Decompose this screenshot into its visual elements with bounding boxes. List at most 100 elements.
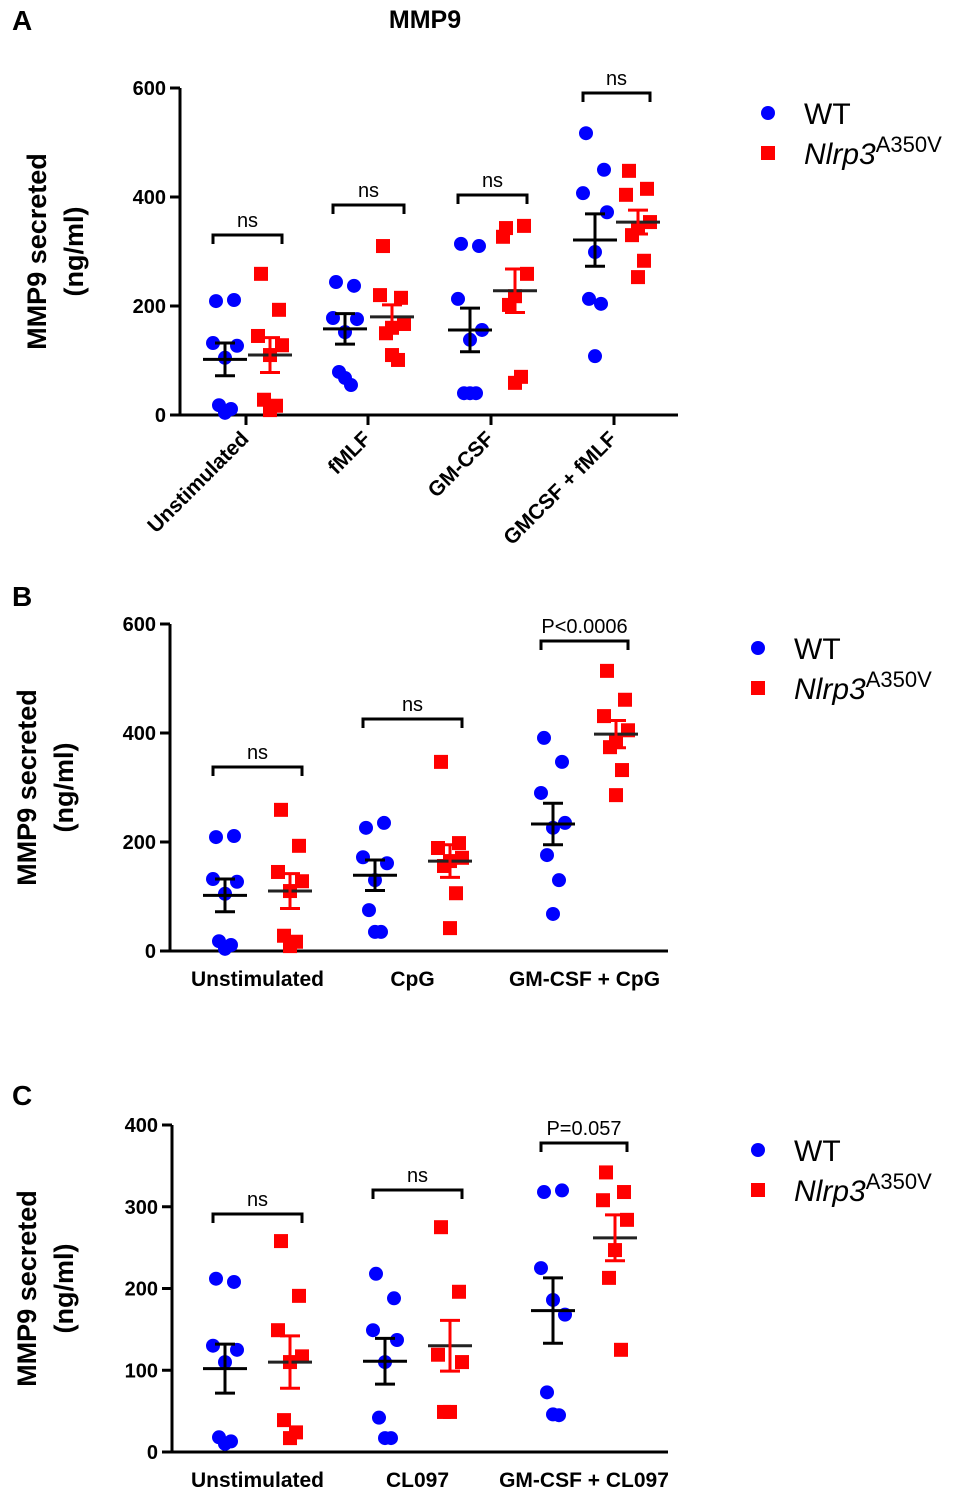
x-tick-label: Unstimulated: [143, 427, 253, 537]
data-point-wt: [206, 336, 220, 351]
data-point-wt: [230, 1342, 244, 1357]
legend-nlrp3-label: Nlrp3A350V: [794, 1169, 932, 1208]
y-tick-label: 0: [155, 405, 166, 427]
legend-nlrp3-label: Nlrp3A350V: [794, 667, 932, 706]
x-tick-label: fMLF: [324, 427, 376, 479]
significance-bracket: [211, 765, 304, 776]
legend-nlrp3-marker: [761, 146, 775, 160]
significance-bracket: [581, 91, 652, 102]
significance-label: ns: [402, 694, 423, 716]
legend-wt-marker: [761, 106, 775, 120]
data-point-wt: [588, 349, 602, 364]
data-point-nlrp3: [394, 290, 408, 305]
data-point-nlrp3: [496, 229, 510, 244]
legend-nlrp3-label: Nlrp3A350V: [804, 132, 942, 171]
data-point-nlrp3: [452, 1284, 466, 1299]
legend-allele-superscript: A350V: [876, 132, 942, 157]
data-point-wt: [380, 856, 394, 871]
data-point-wt: [368, 924, 382, 939]
data-point-nlrp3: [434, 1220, 448, 1235]
data-point-nlrp3: [619, 187, 633, 202]
data-point-nlrp3: [292, 838, 306, 853]
data-point-nlrp3: [277, 1413, 291, 1428]
y-tick-label: 600: [123, 614, 156, 636]
data-point-wt: [534, 785, 548, 800]
significance-bracket: [539, 1141, 629, 1152]
panel-letter: C: [12, 1080, 32, 1111]
significance-bracket: [456, 193, 529, 204]
legend-wt-marker: [751, 641, 765, 655]
data-point-nlrp3: [631, 270, 645, 285]
data-point-nlrp3: [385, 348, 399, 363]
significance-label: ns: [247, 1189, 268, 1211]
data-point-wt: [552, 873, 566, 888]
y-tick-label: 400: [123, 723, 156, 745]
data-point-nlrp3: [614, 1342, 628, 1357]
legend-gene-name: Nlrp3: [804, 138, 876, 171]
x-tick-label: GM-CSF: [424, 427, 499, 502]
data-point-wt: [534, 1261, 548, 1276]
data-point-wt: [347, 278, 361, 293]
data-point-nlrp3: [295, 1349, 309, 1364]
legend-gene-name: Nlrp3: [794, 673, 866, 706]
data-point-nlrp3: [271, 1323, 285, 1338]
y-axis-label: MMP9 secreted: [12, 1190, 42, 1387]
data-point-wt: [372, 1410, 386, 1425]
y-axis-label: MMP9 secreted: [22, 153, 52, 350]
data-point-wt: [390, 1333, 404, 1348]
data-point-nlrp3: [517, 218, 531, 233]
data-point-nlrp3: [274, 802, 288, 817]
data-point-wt: [366, 1323, 380, 1338]
y-tick-label: 400: [133, 187, 166, 209]
legend-allele-superscript: A350V: [866, 667, 932, 692]
legend-nlrp3-marker: [751, 1183, 765, 1197]
data-point-wt: [600, 205, 614, 220]
legend-allele-superscript: A350V: [866, 1169, 932, 1194]
data-point-nlrp3: [596, 1193, 610, 1208]
data-point-wt: [227, 829, 241, 844]
data-point-wt: [209, 1271, 223, 1286]
data-point-nlrp3: [275, 338, 289, 353]
significance-label: ns: [358, 180, 379, 202]
data-point-wt: [537, 730, 551, 745]
data-point-wt: [377, 815, 391, 830]
panel-letter: B: [12, 581, 32, 612]
data-point-wt: [454, 236, 468, 251]
data-point-wt: [230, 338, 244, 353]
x-tick-label: Unstimulated: [191, 968, 324, 991]
data-point-nlrp3: [295, 874, 309, 889]
data-point-nlrp3: [599, 1165, 613, 1180]
data-point-nlrp3: [455, 850, 469, 865]
data-point-nlrp3: [455, 1355, 469, 1370]
y-tick-label: 600: [133, 78, 166, 100]
data-point-nlrp3: [443, 921, 457, 936]
data-point-wt: [540, 1385, 554, 1400]
data-point-wt: [472, 239, 486, 254]
data-point-wt: [218, 941, 232, 956]
data-point-wt: [359, 820, 373, 835]
y-axis-label-units: (ng/ml): [49, 1244, 79, 1334]
significance-bracket: [361, 717, 464, 728]
data-point-nlrp3: [271, 864, 285, 879]
significance-label: P=0.057: [546, 1118, 621, 1140]
data-point-wt: [540, 848, 554, 863]
data-point-nlrp3: [437, 1404, 451, 1419]
y-tick-label: 0: [147, 1442, 158, 1464]
y-tick-label: 200: [133, 296, 166, 318]
y-axis-label-units: (ng/ml): [59, 207, 89, 297]
data-point-nlrp3: [637, 253, 651, 268]
x-tick-label: GMCSF + fMLF: [499, 427, 621, 549]
x-tick-label: CL097: [386, 1469, 449, 1492]
data-point-wt: [555, 1183, 569, 1198]
significance-bracket: [539, 639, 630, 650]
x-tick-label: Unstimulated: [191, 1469, 324, 1492]
significance-label: ns: [407, 1165, 428, 1187]
data-point-nlrp3: [615, 763, 629, 778]
y-axis-label-units: (ng/ml): [49, 743, 79, 833]
significance-label: ns: [247, 742, 268, 764]
significance-bracket: [331, 203, 406, 214]
x-tick-label: GM-CSF + CpG: [509, 968, 660, 991]
y-tick-label: 100: [125, 1360, 158, 1382]
data-point-nlrp3: [376, 239, 390, 254]
data-point-nlrp3: [292, 1288, 306, 1303]
